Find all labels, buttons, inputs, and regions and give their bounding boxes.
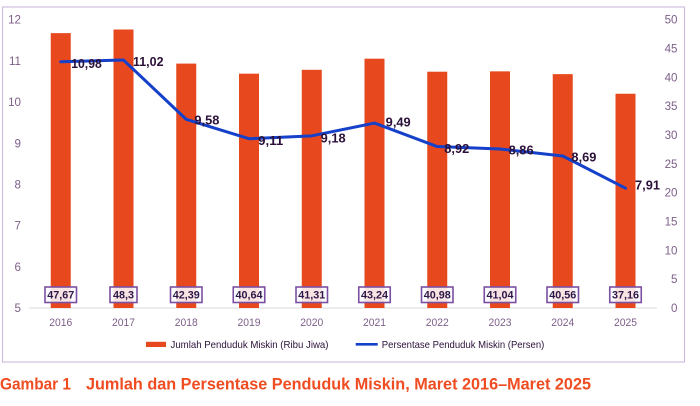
- svg-text:9,49: 9,49: [386, 115, 411, 129]
- svg-text:45: 45: [665, 43, 678, 56]
- svg-text:2016: 2016: [49, 317, 72, 329]
- svg-text:8,86: 8,86: [509, 143, 534, 157]
- svg-text:9,11: 9,11: [258, 134, 283, 148]
- svg-text:41,31: 41,31: [298, 290, 325, 302]
- svg-text:2025: 2025: [614, 317, 637, 329]
- svg-text:47,67: 47,67: [47, 290, 74, 302]
- svg-text:2024: 2024: [551, 317, 574, 329]
- svg-text:2018: 2018: [175, 317, 198, 329]
- svg-text:2023: 2023: [489, 317, 512, 329]
- svg-text:Jumlah dan Persentase Penduduk: Jumlah dan Persentase Penduduk Miskin, M…: [86, 376, 591, 394]
- svg-text:8,92: 8,92: [444, 142, 469, 156]
- svg-text:40,98: 40,98: [424, 290, 451, 302]
- svg-text:5: 5: [15, 302, 21, 315]
- svg-text:11: 11: [9, 55, 21, 68]
- svg-text:Gambar 1: Gambar 1: [0, 376, 71, 394]
- svg-text:40,56: 40,56: [549, 290, 576, 302]
- svg-text:41,04: 41,04: [486, 290, 513, 302]
- svg-text:9,58: 9,58: [194, 114, 219, 128]
- svg-text:42,39: 42,39: [173, 290, 200, 302]
- svg-text:15: 15: [665, 216, 678, 229]
- svg-text:5: 5: [671, 273, 677, 286]
- svg-text:10,98: 10,98: [71, 57, 102, 71]
- svg-text:7,91: 7,91: [635, 179, 660, 193]
- svg-text:Jumlah Penduduk Miskin (Ribu J: Jumlah Penduduk Miskin (Ribu Jiwa): [171, 340, 329, 351]
- svg-text:2017: 2017: [112, 317, 135, 329]
- svg-text:30: 30: [665, 129, 678, 142]
- svg-text:2020: 2020: [300, 317, 323, 329]
- svg-text:35: 35: [665, 100, 678, 113]
- svg-text:40,64: 40,64: [235, 290, 262, 302]
- svg-text:2019: 2019: [238, 317, 261, 329]
- svg-text:20: 20: [665, 187, 678, 200]
- svg-text:6: 6: [15, 261, 21, 274]
- svg-text:8: 8: [15, 178, 21, 191]
- svg-text:10: 10: [8, 96, 21, 109]
- svg-text:50: 50: [665, 14, 678, 27]
- svg-text:12: 12: [8, 14, 21, 27]
- svg-text:48,3: 48,3: [113, 290, 134, 302]
- svg-text:11,02: 11,02: [133, 55, 164, 69]
- svg-text:25: 25: [665, 158, 678, 171]
- svg-text:37,16: 37,16: [612, 290, 639, 302]
- svg-text:9,18: 9,18: [321, 131, 346, 145]
- svg-text:9: 9: [15, 137, 21, 150]
- svg-text:0: 0: [671, 302, 677, 315]
- svg-text:43,24: 43,24: [361, 290, 388, 302]
- svg-text:2022: 2022: [426, 317, 449, 329]
- svg-text:10: 10: [665, 244, 678, 257]
- svg-text:2021: 2021: [363, 317, 386, 329]
- svg-text:7: 7: [15, 220, 21, 233]
- svg-text:40: 40: [665, 71, 678, 84]
- svg-text:Persentase Penduduk Miskin (Pe: Persentase Penduduk Miskin (Persen): [382, 340, 545, 351]
- svg-text:8,69: 8,69: [571, 151, 596, 165]
